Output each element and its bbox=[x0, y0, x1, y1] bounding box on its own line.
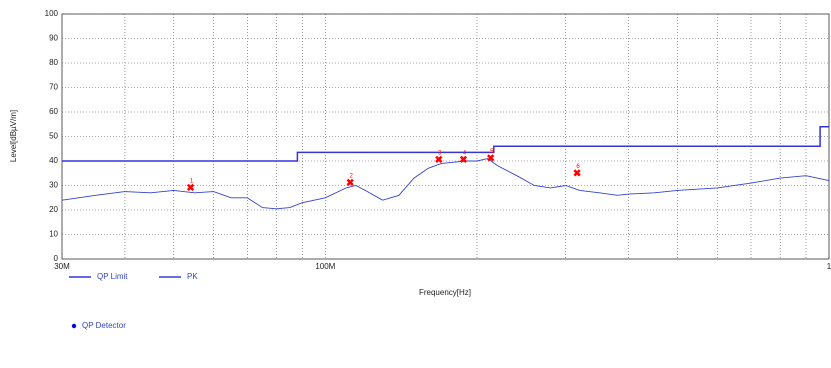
qp-marker: ✖ bbox=[186, 183, 194, 194]
qp-marker: ✖ bbox=[487, 154, 495, 165]
y-tick-label: 30 bbox=[49, 181, 58, 190]
y-tick-label: 100 bbox=[45, 9, 59, 18]
qp-marker: ✖ bbox=[573, 168, 581, 179]
marker-label: 4 bbox=[463, 150, 467, 156]
qp-marker: ✖ bbox=[459, 155, 467, 166]
y-tick-label: 90 bbox=[49, 34, 58, 43]
marker-label: 3 bbox=[438, 150, 442, 156]
marker-label: 1 bbox=[190, 179, 194, 185]
y-tick-label: 0 bbox=[54, 254, 59, 263]
y-tick-label: 80 bbox=[49, 58, 58, 67]
x-axis-label: Frequency[Hz] bbox=[419, 288, 471, 297]
marker-label: 6 bbox=[576, 164, 580, 170]
legend-label: QP Limit bbox=[97, 272, 128, 281]
x-tick-label: 30M bbox=[54, 262, 70, 271]
y-tick-label: 60 bbox=[49, 107, 58, 116]
x-tick-label: 100M bbox=[315, 262, 335, 271]
legend-label: PK bbox=[187, 272, 198, 281]
marker-label: 2 bbox=[349, 174, 353, 180]
qp-marker: ✖ bbox=[435, 155, 443, 166]
series-line bbox=[62, 125, 829, 162]
y-tick-label: 20 bbox=[49, 205, 58, 214]
y-tick-label: 10 bbox=[49, 230, 58, 239]
x-tick-label: 1 bbox=[827, 262, 831, 271]
y-tick-label: 40 bbox=[49, 156, 58, 165]
series-line bbox=[61, 158, 830, 210]
legend-marker bbox=[71, 323, 77, 329]
marker-label: 5 bbox=[490, 149, 494, 155]
legend-label: QP Detector bbox=[82, 321, 126, 330]
y-tick-label: 50 bbox=[49, 132, 58, 141]
y-axis-label: Level[dBµV/m] bbox=[9, 110, 18, 162]
y-tick-label: 70 bbox=[49, 83, 58, 92]
qp-marker: ✖ bbox=[346, 178, 354, 189]
